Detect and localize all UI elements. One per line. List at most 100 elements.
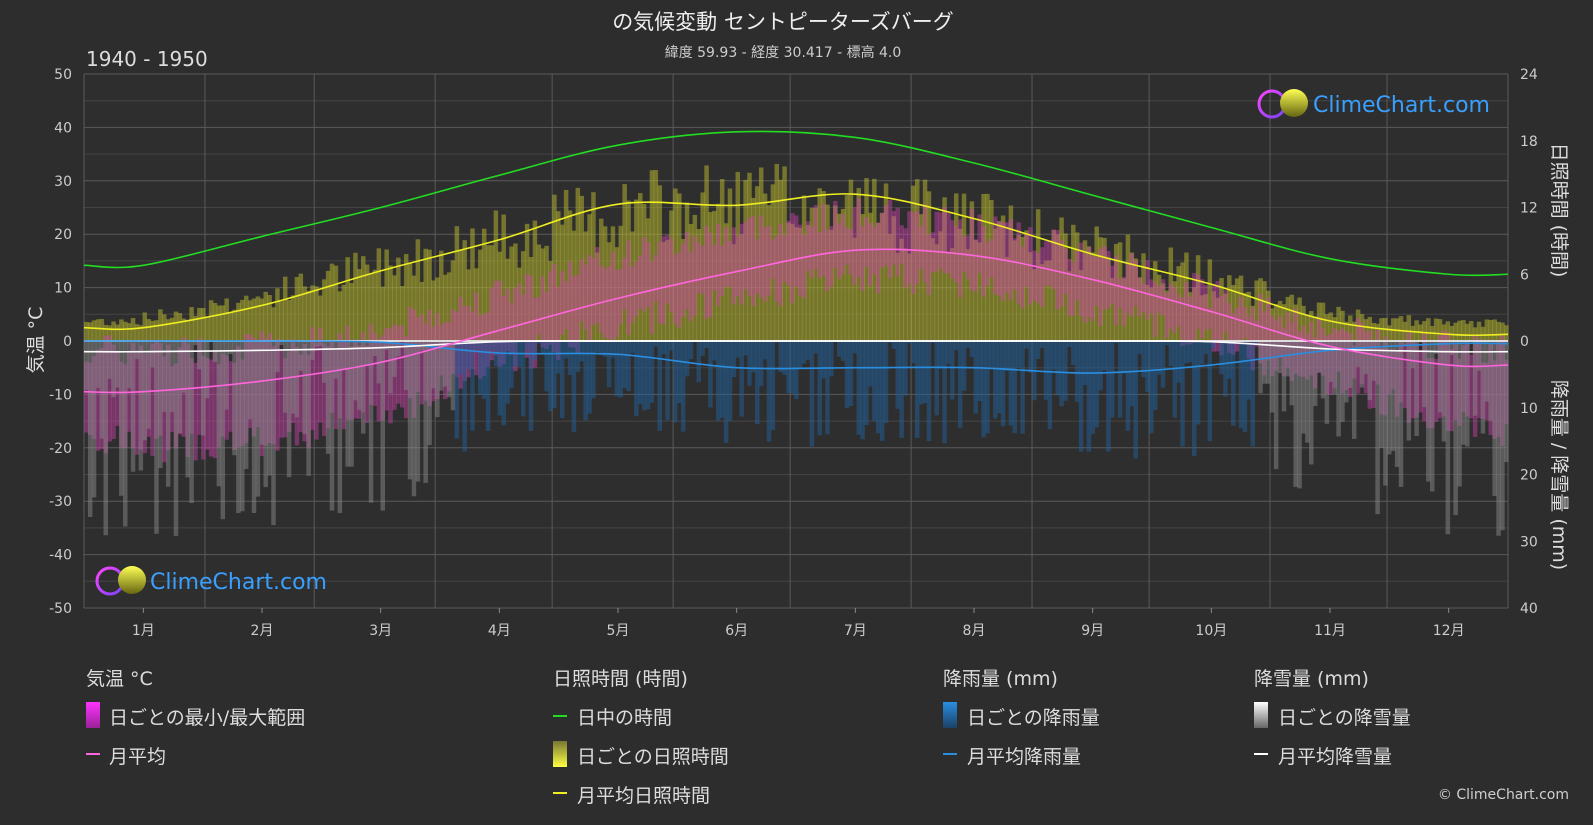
right-bottom-tick-label: 40 xyxy=(1520,601,1538,617)
sunshine-daily-bar xyxy=(165,319,171,341)
sunshine-daily-bar xyxy=(400,285,405,341)
snow-daily-bar xyxy=(298,341,304,371)
sunshine-daily-bar xyxy=(314,286,319,341)
temp-range-bar xyxy=(1020,246,1025,309)
temp-range-bar xyxy=(536,296,542,335)
temp-range-bar xyxy=(197,338,202,435)
sunshine-daily-bar xyxy=(345,257,350,341)
temp-range-bar xyxy=(669,238,674,313)
rain-daily-bar xyxy=(950,341,955,400)
snow-daily-bar xyxy=(173,341,179,536)
temp-range-bar xyxy=(84,361,89,433)
rain-daily-bar xyxy=(817,341,822,436)
sunshine-daily-bar xyxy=(298,273,304,341)
rain-daily-bar xyxy=(844,341,850,409)
snow-daily-bar xyxy=(87,341,93,517)
sunshine-daily-bar xyxy=(435,277,440,341)
rain-daily-bar xyxy=(1129,341,1135,407)
temp-range-bar xyxy=(946,213,951,274)
sunshine-daily-bar xyxy=(528,256,534,341)
snow-daily-bar xyxy=(130,341,136,472)
sunshine-daily-bar xyxy=(1117,242,1123,341)
snow-daily-bar xyxy=(1480,341,1486,434)
temp-range-bar xyxy=(1090,256,1096,322)
sunshine-daily-bar xyxy=(341,284,346,341)
rain-daily-bar xyxy=(532,341,538,360)
snow-daily-bar xyxy=(271,341,276,526)
snow-daily-bar xyxy=(329,341,335,511)
sunshine-daily-bar xyxy=(111,321,116,341)
rain-daily-bar xyxy=(1172,341,1177,418)
rain-daily-bar xyxy=(1160,341,1166,388)
rain-daily-bar xyxy=(1254,341,1259,344)
snow-daily-bar xyxy=(1476,341,1482,371)
temp-range-bar xyxy=(875,222,881,294)
sunshine-daily-bar xyxy=(1332,317,1337,341)
rain-daily-bar xyxy=(1000,341,1006,427)
sunshine-daily-bar xyxy=(1297,297,1302,341)
sunshine-daily-bar xyxy=(1133,258,1138,341)
rain-daily-bar xyxy=(852,341,858,354)
month-tick-label: 12月 xyxy=(1433,623,1465,639)
legend-title-rain: 降雨量 (mm) xyxy=(943,668,1058,690)
sunshine-daily-bar xyxy=(965,249,971,341)
sunshine-daily-bar xyxy=(1110,278,1115,341)
temp-range-bar xyxy=(1133,260,1138,307)
snow-daily-bar xyxy=(396,341,401,357)
sunshine-daily-bar xyxy=(458,249,464,341)
sunshine-daily-bar xyxy=(95,319,101,341)
temp-range-bar xyxy=(1191,272,1197,343)
temp-range-bar xyxy=(1418,350,1423,413)
snow-daily-bar xyxy=(84,341,89,390)
rain-daily-bar xyxy=(1246,341,1252,400)
sunshine-daily-bar xyxy=(240,299,245,341)
temp-range-bar xyxy=(298,354,304,433)
temp-range-bar xyxy=(610,251,616,340)
legend-swatch-temp-range xyxy=(86,702,100,728)
rain-daily-bar xyxy=(727,341,733,421)
snow-daily-bar xyxy=(255,341,261,497)
temp-range-bar xyxy=(1172,287,1177,334)
sunshine-daily-bar xyxy=(1492,319,1497,341)
rain-daily-bar xyxy=(563,341,569,359)
temp-range-bar xyxy=(1039,247,1045,308)
sunshine-daily-bar xyxy=(684,202,690,341)
sunshine-daily-bar xyxy=(162,314,167,341)
sunshine-daily-bar xyxy=(595,252,600,341)
temp-range-bar xyxy=(1106,250,1111,309)
rain-daily-bar xyxy=(637,341,643,404)
sunshine-daily-bar xyxy=(637,193,643,341)
temp-range-bar xyxy=(942,207,947,274)
sunshine-daily-bar xyxy=(556,211,561,341)
snow-daily-bar xyxy=(310,341,315,361)
temp-range-bar xyxy=(637,255,643,309)
sunshine-daily-bar xyxy=(680,239,686,341)
snow-daily-bar xyxy=(1488,341,1493,421)
sunshine-daily-bar xyxy=(450,260,456,341)
left-tick-label: -10 xyxy=(49,387,72,403)
snow-daily-bar xyxy=(341,341,346,370)
sunshine-daily-bar xyxy=(587,214,592,341)
sunshine-daily-bar xyxy=(840,208,846,341)
sunshine-daily-bar xyxy=(809,207,815,341)
sunshine-daily-bar xyxy=(887,233,893,341)
rain-daily-bar xyxy=(821,341,826,379)
snow-daily-bar xyxy=(325,341,331,454)
month-tick-label: 11月 xyxy=(1314,623,1346,639)
rain-daily-bar xyxy=(673,341,678,423)
rain-daily-bar xyxy=(1164,341,1170,346)
sunshine-daily-bar xyxy=(774,163,780,341)
temp-range-bar xyxy=(1129,253,1135,317)
snow-daily-bar xyxy=(302,341,307,434)
legend-swatch-temp-mean xyxy=(86,753,100,755)
rain-daily-bar xyxy=(1149,341,1154,434)
sunshine-daily-bar xyxy=(185,319,190,341)
sunshine-daily-bar xyxy=(119,319,124,341)
rain-daily-bar xyxy=(583,341,588,421)
sunshine-daily-bar xyxy=(290,295,296,341)
sunshine-daily-bar xyxy=(606,242,612,341)
sunshine-daily-bar xyxy=(1090,252,1096,341)
sunshine-daily-bar xyxy=(770,184,776,341)
temp-range-bar xyxy=(618,268,623,325)
rain-daily-bar xyxy=(1191,341,1197,456)
